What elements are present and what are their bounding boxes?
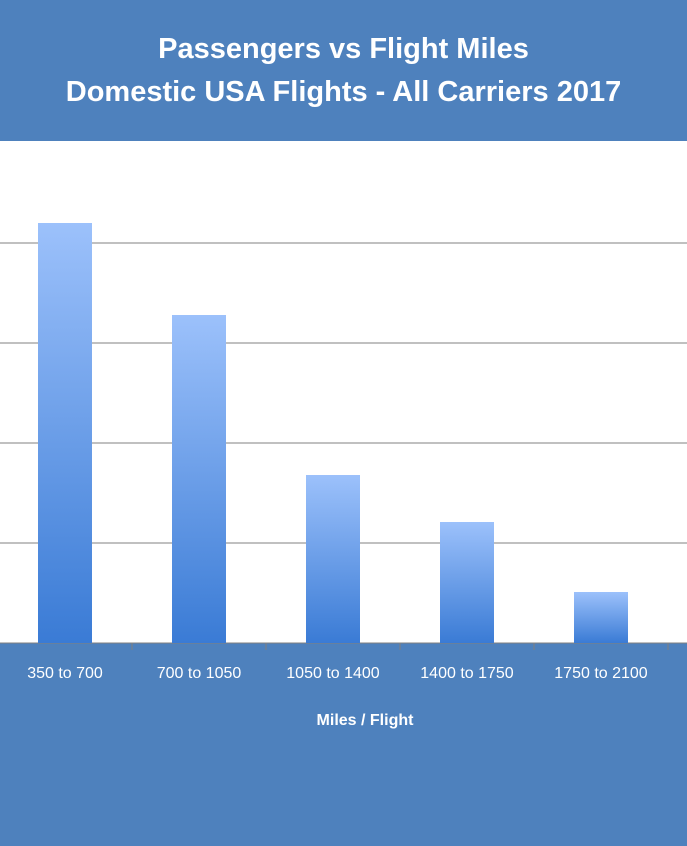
bar-3 [440, 522, 494, 643]
bar-0 [38, 223, 92, 643]
x-tick-label: 700 to 1050 [157, 665, 242, 682]
bar-4 [574, 592, 628, 643]
x-tick-label: 1400 to 1750 [420, 665, 514, 682]
x-tick-label: 350 to 700 [27, 665, 103, 682]
chart-title-line-1: Passengers vs Flight Miles [158, 32, 529, 65]
chart-title-line-2: Domestic USA Flights - All Carriers 2017 [65, 75, 622, 108]
x-tick-label: 1050 to 1400 [286, 665, 380, 682]
chart-title: Passengers vs Flight Miles Domestic USA … [0, 0, 687, 141]
bar-2 [306, 475, 360, 643]
x-tick-label: 1750 to 2100 [554, 665, 648, 682]
x-axis-title: Miles / Flight [316, 712, 414, 729]
bar-1 [172, 315, 226, 643]
